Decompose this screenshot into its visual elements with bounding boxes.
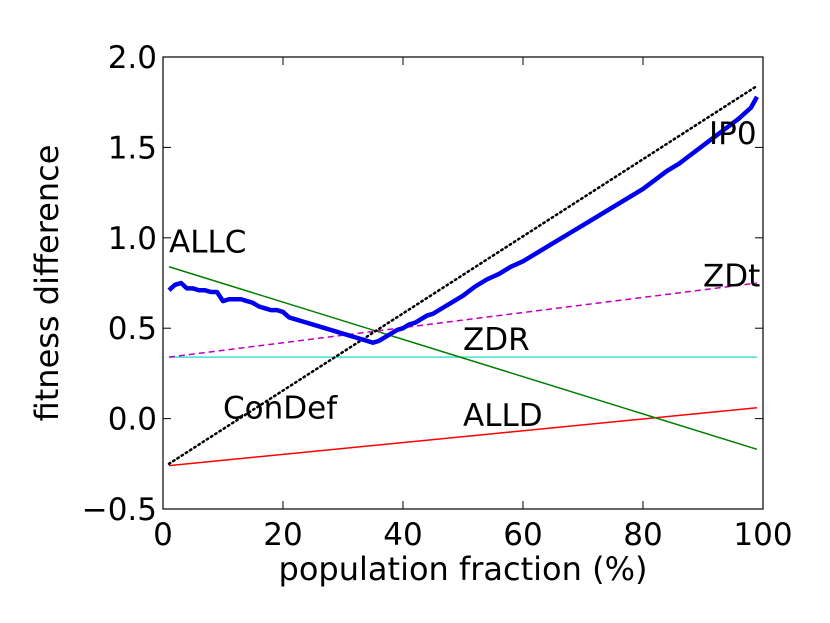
plot-frame: [162, 56, 764, 510]
x-tick-label: 60: [503, 517, 542, 553]
series-label-zdt: ZDt: [703, 259, 760, 295]
series-label-alld: ALLD: [463, 398, 543, 434]
series-line-zdt: [168, 282, 758, 358]
y-tick-label: 2.0: [108, 40, 157, 76]
x-tick-label: 0: [153, 517, 173, 553]
series-labels-layer: ALLC ALLD ZDR ZDt ConDef IP0: [169, 116, 760, 434]
x-tick-label: 20: [263, 517, 302, 553]
series-line-condef: [167, 84, 759, 466]
series-label-allc: ALLC: [169, 224, 246, 260]
x-tick-label: 40: [383, 517, 422, 553]
y-tick-label: 1.0: [108, 221, 157, 257]
series-line-allc: [168, 266, 758, 451]
ticks-layer: 0 20 40 60 80 100 −0.5 0.0 0.5 1.0 1.5 2.0: [82, 40, 793, 553]
y-tick-label: 1.5: [108, 130, 157, 166]
x-axis-label: population fraction (%): [279, 550, 648, 588]
series-line-alld: [168, 407, 758, 467]
series-line-ip0: [167, 95, 759, 345]
y-tick-label: −0.5: [82, 492, 157, 528]
series-label-zdr: ZDR: [463, 322, 530, 358]
y-tick-label: 0.5: [108, 311, 157, 347]
series-layer: [167, 84, 759, 467]
series-label-condef: ConDef: [223, 391, 338, 427]
x-tick-label: 100: [733, 517, 792, 553]
series-label-ip0: IP0: [709, 116, 757, 152]
y-tick-label: 0.0: [108, 402, 157, 438]
x-tick-label: 80: [623, 517, 662, 553]
y-axis-label: fitness difference: [28, 145, 66, 422]
